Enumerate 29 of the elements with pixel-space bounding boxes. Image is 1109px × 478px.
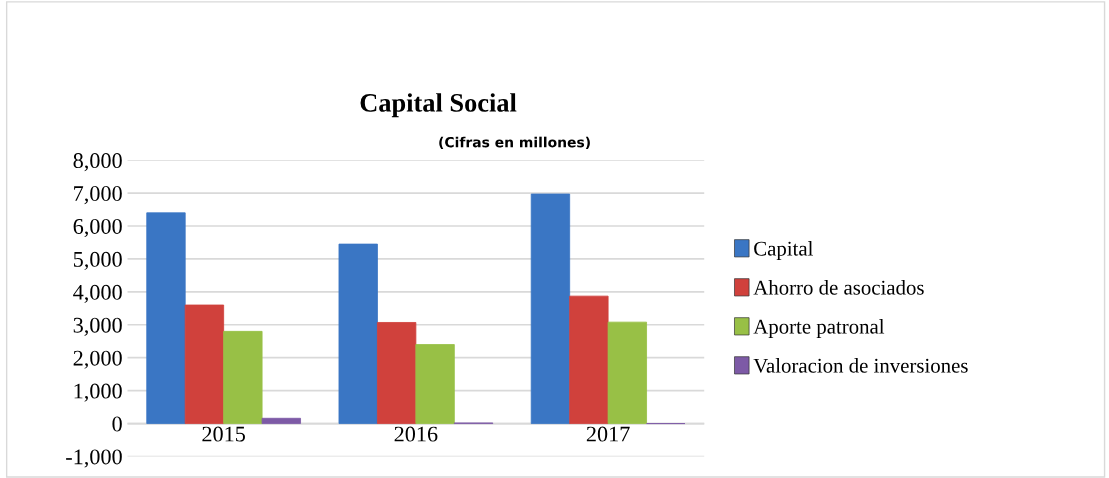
y-tick-label: 1,000 [74,383,122,402]
x-tick-label: 2015 [202,426,245,442]
y-tick-label: 8,000 [73,153,122,172]
y-tick-label: 7,000 [74,185,122,205]
bar [607,321,647,424]
bar [415,344,455,424]
y-tick-label: 4,000 [73,284,122,303]
bar [569,295,609,424]
x-tick-label: 2017 [586,426,630,442]
chart-subtitle: (Cifras en millones) [439,136,590,150]
legend-label: Ahorro de asociados [753,280,924,295]
y-tick-label: 2,000 [73,350,122,369]
y-tick-label: 6,000 [73,218,122,238]
legend-label: Capital [754,241,813,260]
bar [146,212,186,424]
bar [261,417,301,424]
x-tick-label: 2016 [394,426,438,442]
y-tick-label: -1,000 [66,449,122,468]
y-tick-label: 5,000 [73,251,122,271]
y-tick-label: 3,000 [73,317,122,336]
y-tick-label: 0 [112,416,122,432]
chart-title: Capital Social [360,93,517,118]
legend-label: Aporte patronal [753,319,885,338]
legend-label: Valoracion de inversiones [753,358,968,373]
bar [338,243,378,424]
bar [530,193,571,424]
bar [223,330,263,424]
bar [377,322,417,424]
bar [184,304,225,424]
